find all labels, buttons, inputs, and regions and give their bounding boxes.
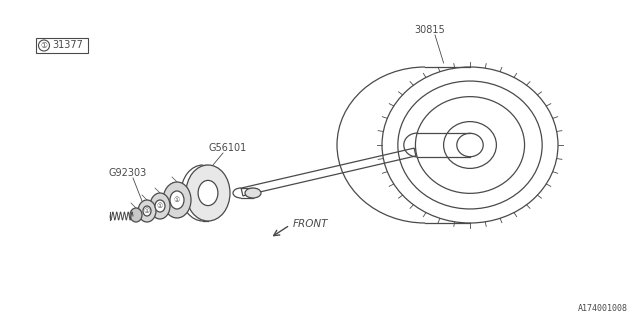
Text: ①: ①	[40, 41, 47, 50]
Ellipse shape	[130, 208, 142, 222]
Text: FRONT: FRONT	[293, 219, 328, 229]
Bar	[36, 38, 88, 53]
Text: ①: ①	[157, 203, 163, 209]
Ellipse shape	[150, 193, 170, 219]
Text: G92303: G92303	[109, 168, 147, 178]
Ellipse shape	[198, 180, 218, 205]
Ellipse shape	[186, 165, 230, 221]
Text: 31377: 31377	[52, 41, 83, 51]
Circle shape	[38, 40, 49, 51]
Ellipse shape	[245, 188, 261, 198]
Text: ①: ①	[174, 197, 180, 203]
Ellipse shape	[143, 206, 151, 216]
Ellipse shape	[170, 191, 184, 209]
Ellipse shape	[138, 200, 156, 222]
Text: 30815: 30815	[415, 25, 445, 35]
Text: G56101: G56101	[209, 143, 247, 153]
Text: A174001008: A174001008	[578, 304, 628, 313]
Text: ①: ①	[144, 208, 150, 214]
Ellipse shape	[163, 182, 191, 218]
Ellipse shape	[155, 200, 165, 212]
